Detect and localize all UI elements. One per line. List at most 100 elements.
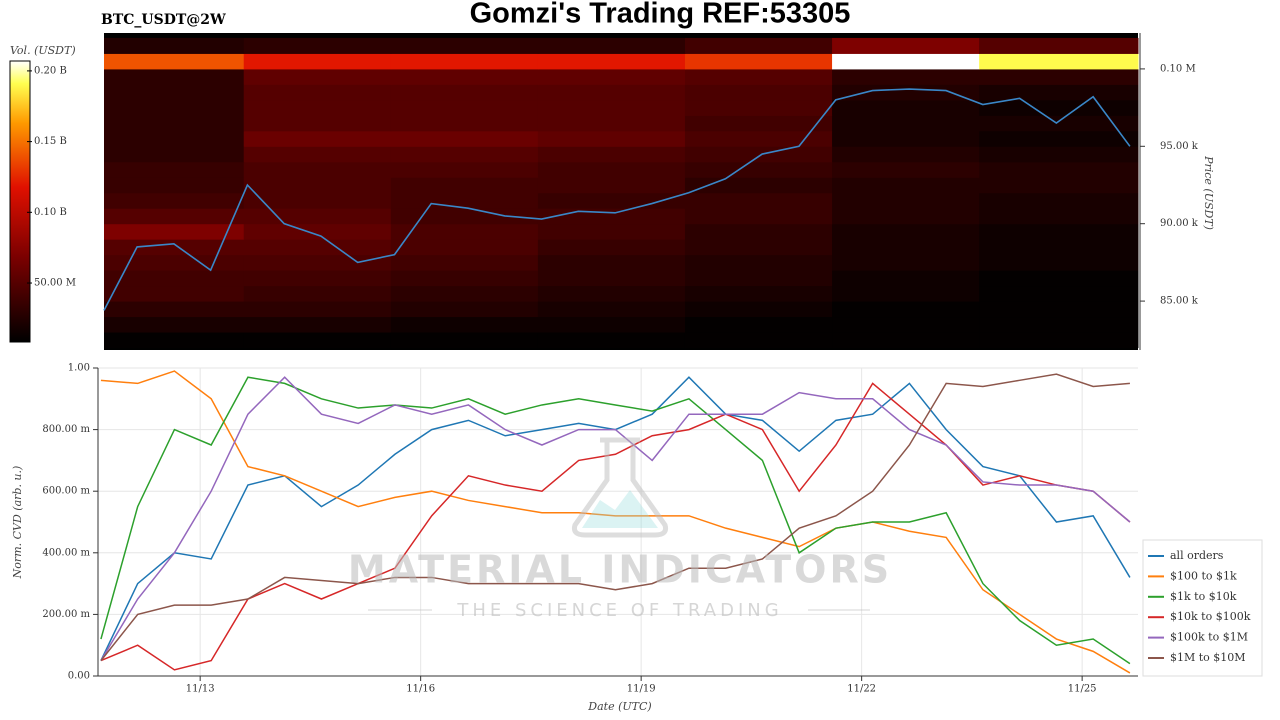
heat-cell	[243, 146, 392, 163]
colorbar	[9, 60, 31, 343]
heat-cell	[390, 99, 539, 116]
colorbar-tick-label: 0.15 B	[34, 136, 67, 147]
heat-cell	[832, 68, 980, 85]
heat-cell	[104, 208, 245, 225]
heat-cell	[684, 177, 833, 194]
heat-cell	[243, 223, 392, 240]
heat-cell	[684, 68, 833, 85]
price-axis-label: Price (USDT)	[1202, 155, 1215, 230]
heat-cell	[684, 239, 833, 256]
heat-cell	[684, 115, 833, 132]
heat-cell	[832, 115, 980, 132]
heat-cell	[979, 316, 1139, 333]
heat-cell	[104, 270, 245, 287]
heat-cell	[979, 285, 1139, 302]
legend-label: $10k to $100k	[1170, 610, 1251, 623]
heat-cell	[979, 53, 1139, 70]
heat-cell	[537, 115, 686, 132]
heat-cell	[390, 254, 539, 271]
heat-cell	[979, 239, 1139, 256]
heat-cell	[390, 270, 539, 287]
heat-cell	[684, 99, 833, 116]
heat-cell	[537, 208, 686, 225]
heat-cell	[104, 37, 245, 54]
heat-cell	[832, 223, 980, 240]
heat-cell	[390, 285, 539, 302]
heat-cell	[390, 316, 539, 333]
heat-cell	[684, 37, 833, 54]
heat-cell	[243, 254, 392, 271]
heat-cell	[104, 115, 245, 132]
heat-cell	[684, 285, 833, 302]
heat-cell	[684, 130, 833, 147]
heat-cell	[979, 270, 1139, 287]
heat-cell	[104, 53, 245, 70]
heat-cell	[104, 285, 245, 302]
legend-label: $100 to $1k	[1170, 569, 1237, 582]
heat-cell	[390, 115, 539, 132]
heat-cell	[979, 254, 1139, 271]
heat-cell	[243, 285, 392, 302]
heat-cell	[243, 208, 392, 225]
heat-cell	[832, 130, 980, 147]
heat-cell	[537, 223, 686, 240]
heat-cell	[390, 332, 539, 349]
y-tick-label: 0.10 M	[1160, 63, 1196, 74]
heat-cell	[979, 161, 1139, 178]
cvd-axis-label: Norm. CVD (arb. u.)	[11, 466, 24, 580]
title: Gomzi's Trading REF:53305	[470, 0, 851, 30]
heat-cell	[104, 316, 245, 333]
heat-cell	[537, 285, 686, 302]
heat-cell	[684, 301, 833, 318]
heat-cell	[243, 316, 392, 333]
price-line	[103, 88, 1131, 311]
heat-cell	[537, 130, 686, 147]
x-tick-label: 11/13	[186, 684, 215, 695]
heat-cell	[104, 146, 245, 163]
y-tick-label: 600.00 m	[42, 486, 90, 497]
heat-cell	[243, 177, 392, 194]
heat-cell	[832, 53, 980, 70]
cvd-plot	[98, 368, 1138, 676]
y-tick-label: 95.00 k	[1160, 141, 1199, 152]
heat-cell	[104, 84, 245, 101]
heat-cell	[979, 332, 1139, 349]
heat-cell	[104, 99, 245, 116]
heat-cell	[390, 146, 539, 163]
heat-cell	[684, 223, 833, 240]
symbol: BTC_USDT@2W	[101, 12, 226, 28]
heat-cell	[979, 37, 1139, 54]
watermark: MATERIAL INDICATORS THE SCIENCE OF TRADI…	[348, 437, 889, 621]
heat-cell	[832, 146, 980, 163]
heat-cell	[979, 99, 1139, 116]
heat-cell	[979, 68, 1139, 85]
heat-cell	[832, 254, 980, 271]
heat-cell	[537, 84, 686, 101]
heat-cell	[243, 68, 392, 85]
legend-label: all orders	[1170, 549, 1224, 562]
heat-cell	[537, 177, 686, 194]
heat-cell	[104, 332, 245, 349]
cvd-line	[100, 376, 1131, 661]
heat-cell	[832, 301, 980, 318]
heat-cell	[979, 208, 1139, 225]
heat-cell	[390, 161, 539, 178]
heat-cell	[832, 177, 980, 194]
heat-cell	[104, 223, 245, 240]
heat-cell	[390, 130, 539, 147]
heat-cell	[104, 301, 245, 318]
heat-cell	[684, 53, 833, 70]
heat-cell	[243, 84, 392, 101]
heat-cell	[243, 332, 392, 349]
heat-cell	[104, 254, 245, 271]
heat-cell	[537, 37, 686, 54]
heat-cell	[979, 130, 1139, 147]
heat-cell	[684, 84, 833, 101]
heat-cell	[537, 239, 686, 256]
heat-cell	[832, 332, 980, 349]
colorbar-tick-label: 0.10 B	[34, 207, 67, 218]
cvd-line	[100, 373, 1130, 662]
heat-cell	[684, 161, 833, 178]
heat-cell	[979, 177, 1139, 194]
heat-cell	[684, 254, 833, 271]
